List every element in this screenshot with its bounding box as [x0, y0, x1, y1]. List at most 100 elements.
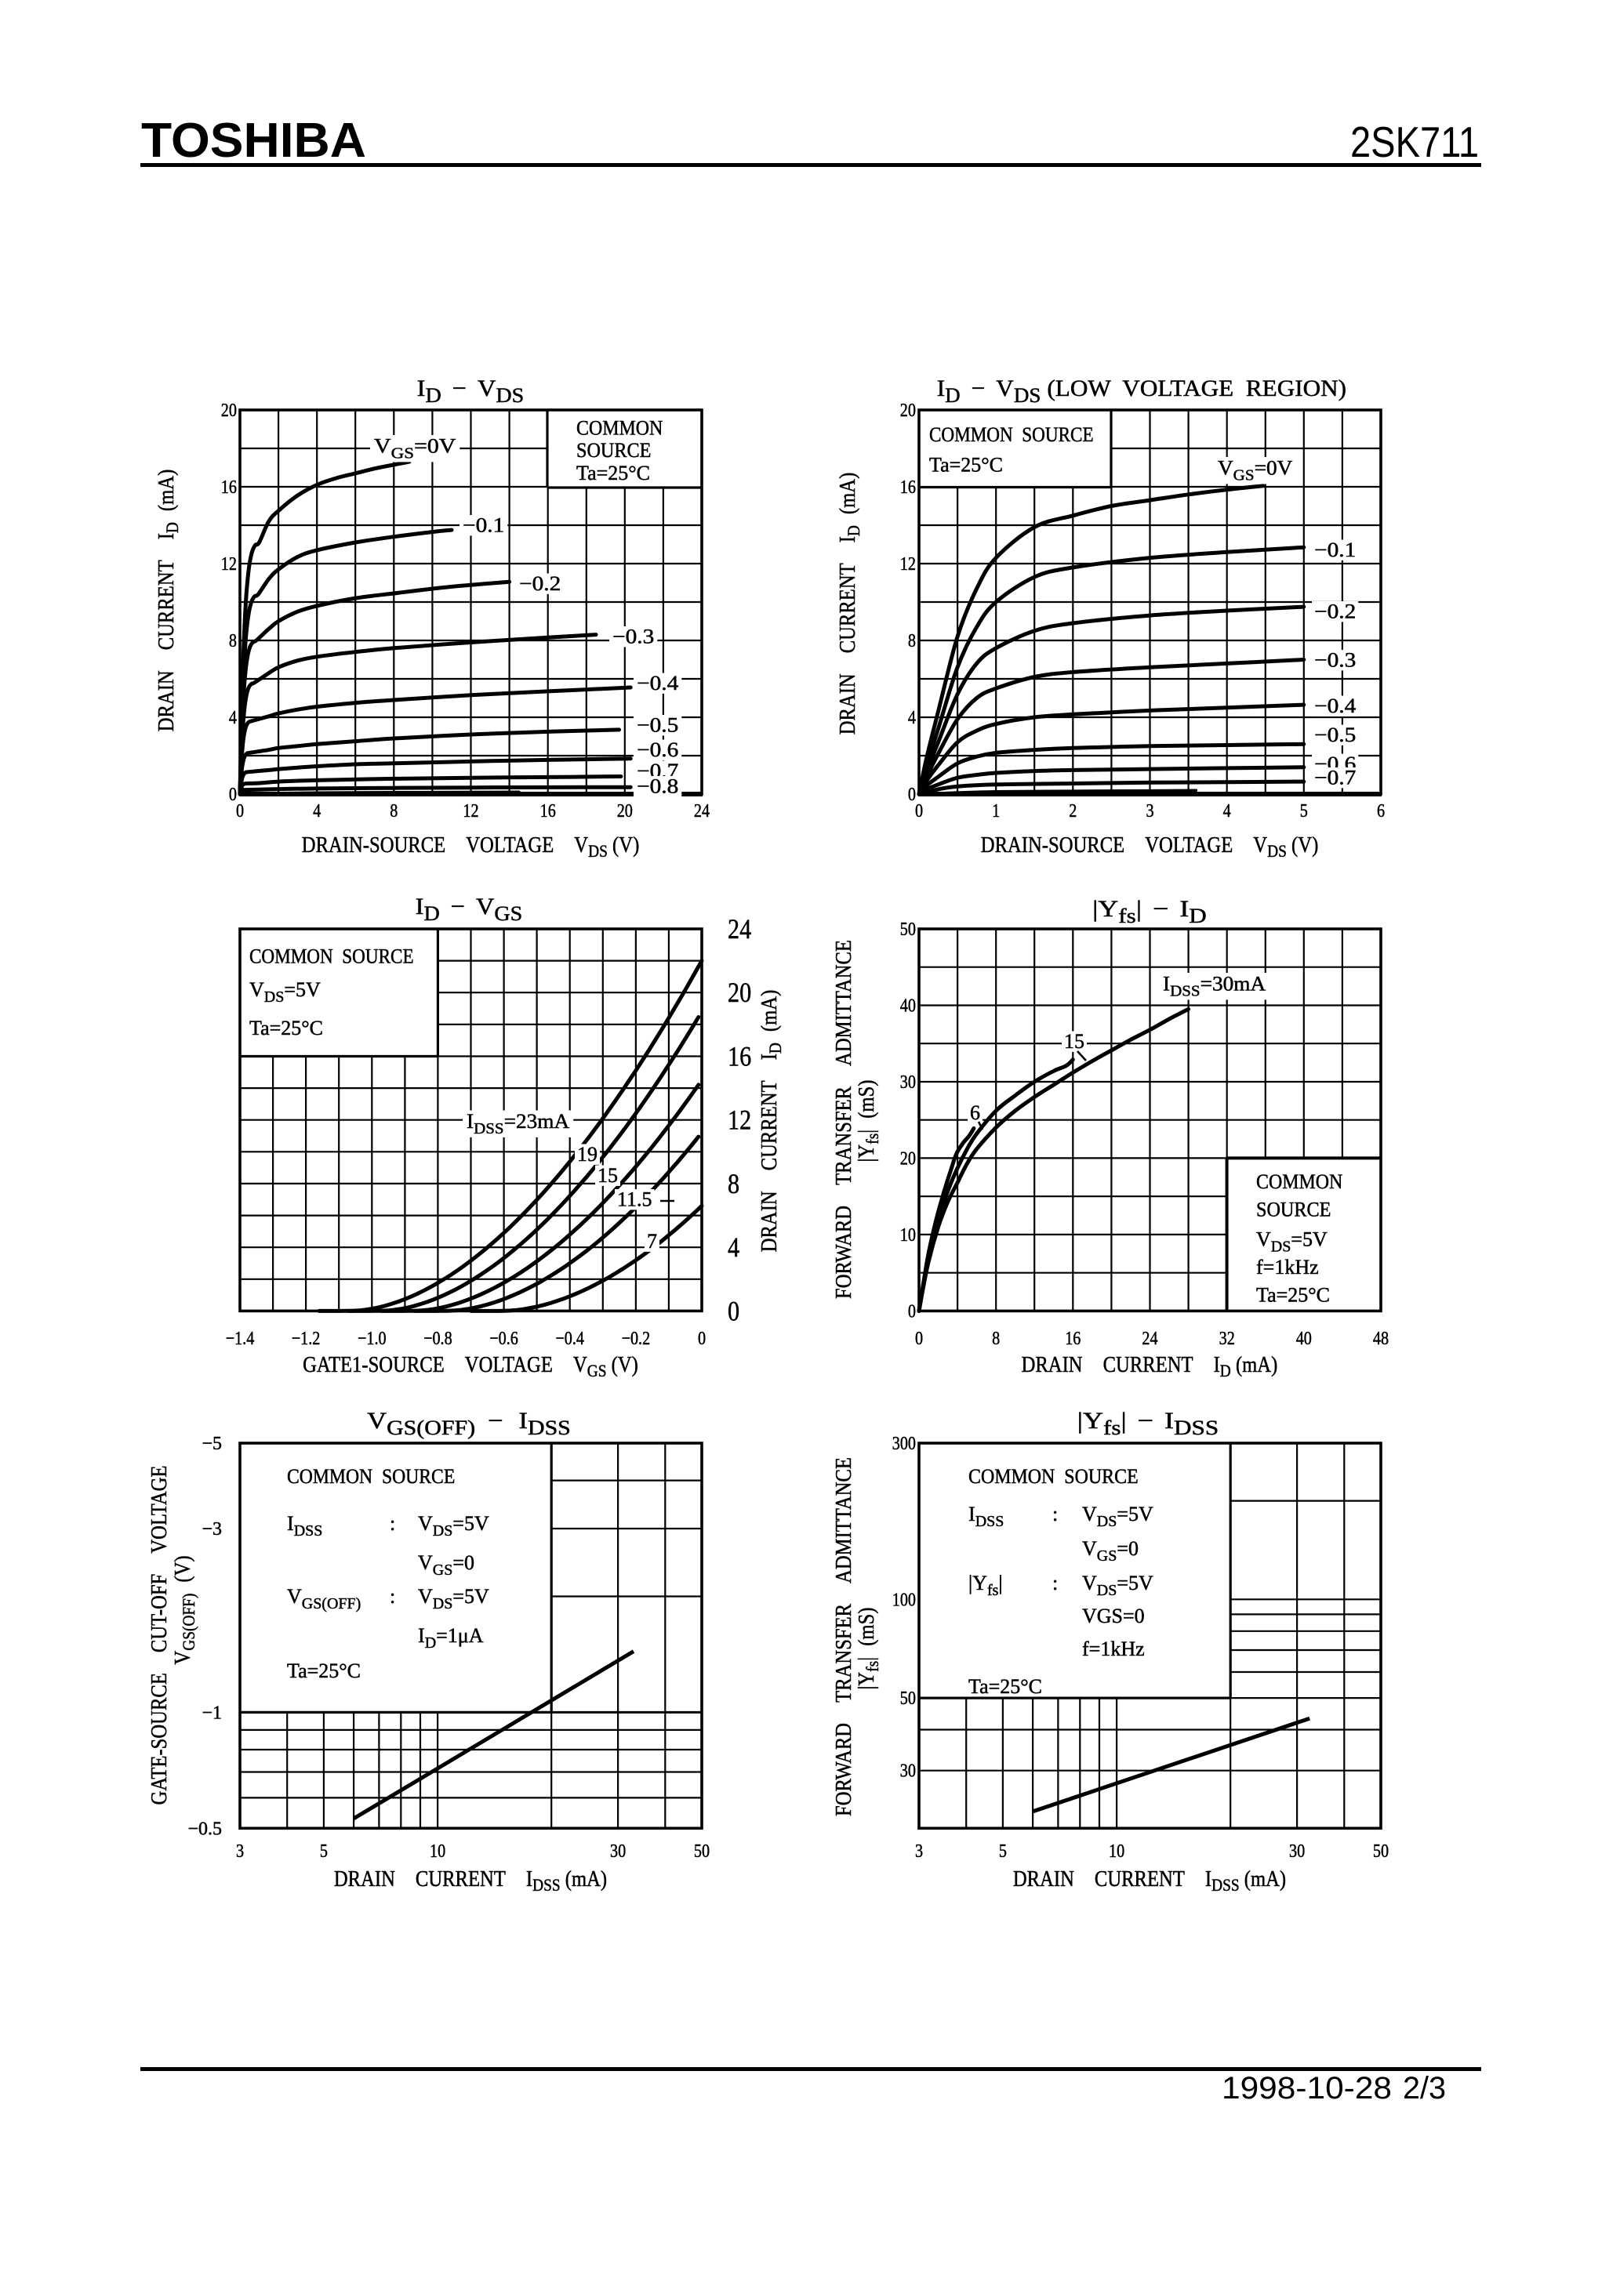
svg-text:GS: GS [179, 1631, 198, 1651]
svg-text:−: − [1153, 896, 1168, 922]
svg-text:DRAIN: DRAIN [1013, 1867, 1074, 1892]
svg-text:−0.3: −0.3 [1314, 649, 1356, 672]
svg-text:GS: GS [433, 1561, 453, 1579]
svg-text:VOLTAGE: VOLTAGE [147, 1466, 172, 1554]
svg-text::: : [1052, 1572, 1058, 1594]
svg-text:fs: fs [1103, 1416, 1121, 1439]
svg-text:4: 4 [1223, 801, 1231, 822]
svg-text:COMMON SOURCE: COMMON SOURCE [968, 1465, 1139, 1488]
svg-text:40: 40 [900, 996, 916, 1017]
svg-text:=0: =0 [1117, 1537, 1139, 1560]
svg-text:SOURCE: SOURCE [1256, 1199, 1331, 1221]
svg-text:−0.6: −0.6 [489, 1329, 518, 1349]
svg-text:V: V [478, 375, 496, 401]
svg-text:(OFF): (OFF) [179, 1594, 198, 1631]
svg-text:(V): (V) [171, 1555, 195, 1582]
svg-text:Ta=25°C: Ta=25°C [249, 1017, 323, 1039]
svg-text:8: 8 [728, 1168, 739, 1199]
svg-text:DRAIN: DRAIN [836, 673, 860, 735]
svg-text:20: 20 [900, 1148, 916, 1169]
svg-text:GS: GS [1233, 467, 1255, 484]
svg-text:DS: DS [1271, 1239, 1291, 1256]
svg-text:6: 6 [1377, 801, 1385, 822]
svg-text:V: V [171, 1651, 195, 1665]
svg-text:32: 32 [1219, 1329, 1235, 1349]
svg-text:=0V: =0V [414, 435, 456, 458]
svg-text:CUT-OFF: CUT-OFF [147, 1574, 172, 1652]
svg-text:0: 0 [229, 785, 237, 805]
svg-text:6: 6 [970, 1101, 980, 1124]
svg-text:−0.8: −0.8 [423, 1329, 452, 1349]
svg-text:DSS: DSS [1174, 1416, 1219, 1439]
svg-text:D: D [424, 902, 440, 925]
svg-text:(mA): (mA) [757, 990, 782, 1032]
svg-text:1: 1 [992, 801, 1000, 822]
svg-text:3: 3 [915, 1841, 923, 1862]
svg-text:−1.4: −1.4 [226, 1329, 255, 1349]
svg-text:30: 30 [900, 1072, 916, 1093]
svg-text:−0.2: −0.2 [519, 572, 561, 595]
svg-text:I: I [937, 375, 945, 401]
svg-text:12: 12 [221, 554, 237, 575]
svg-text:SOURCE: SOURCE [576, 439, 651, 462]
svg-text:CURRENT: CURRENT [1103, 1353, 1193, 1377]
svg-text:DS: DS [1097, 1582, 1117, 1599]
svg-text:DSS: DSS [975, 1513, 1004, 1530]
svg-text:12: 12 [463, 801, 478, 822]
svg-text:50: 50 [900, 919, 916, 940]
svg-text:COMMON SOURCE: COMMON SOURCE [929, 423, 1094, 446]
svg-text:f=1kHz: f=1kHz [1082, 1638, 1145, 1660]
svg-text:24: 24 [1142, 1329, 1157, 1349]
svg-text:16: 16 [221, 477, 237, 498]
svg-text:TRANSFER: TRANSFER [832, 1086, 856, 1185]
svg-text:8: 8 [229, 631, 237, 651]
svg-text:7: 7 [647, 1230, 657, 1253]
svg-text:I: I [757, 1054, 782, 1060]
svg-text::: : [1052, 1503, 1058, 1525]
svg-text:DS: DS [1097, 1513, 1117, 1530]
svg-text:COMMON: COMMON [576, 417, 663, 440]
svg-text:D: D [844, 525, 863, 536]
svg-text:GS: GS [494, 902, 522, 925]
svg-text:GS: GS [587, 1361, 607, 1380]
svg-text:fs: fs [987, 1582, 999, 1599]
svg-text:D: D [425, 1634, 436, 1652]
svg-text:V: V [249, 978, 264, 1001]
svg-text:(OFF): (OFF) [416, 1416, 475, 1439]
svg-text:I: I [1205, 1867, 1211, 1892]
svg-text:ADMITTANCE: ADMITTANCE [832, 1457, 856, 1583]
svg-text:D: D [426, 384, 441, 407]
svg-text:|: | [1136, 896, 1142, 922]
svg-text:V: V [1256, 1228, 1271, 1251]
svg-text:V: V [418, 1551, 433, 1574]
svg-text:(mA): (mA) [1231, 1353, 1278, 1377]
svg-text:DRAIN-SOURCE: DRAIN-SOURCE [302, 833, 445, 858]
svg-text:V: V [374, 435, 391, 458]
svg-text:|: | [855, 1657, 879, 1661]
svg-text:5: 5 [320, 1841, 328, 1862]
svg-text:24: 24 [728, 913, 751, 945]
svg-text:V: V [418, 1585, 433, 1608]
svg-text:COMMON SOURCE: COMMON SOURCE [249, 945, 414, 968]
svg-text:|: | [1121, 1408, 1127, 1434]
svg-text:D: D [1220, 1361, 1231, 1380]
svg-text:(mA): (mA) [836, 473, 860, 514]
svg-text:−: − [452, 375, 467, 401]
svg-text:I: I [836, 536, 860, 542]
svg-text:ADMITTANCE: ADMITTANCE [832, 940, 856, 1066]
svg-text:−0.8: −0.8 [637, 775, 678, 798]
svg-text:−1.0: −1.0 [358, 1329, 387, 1349]
svg-text:V: V [1253, 833, 1267, 858]
svg-text:GS: GS [387, 1416, 416, 1439]
svg-text:(V): (V) [608, 833, 639, 858]
svg-text:10: 10 [900, 1225, 916, 1246]
svg-text:D: D [162, 522, 182, 533]
svg-text:I: I [154, 533, 179, 539]
svg-text:I: I [1163, 973, 1170, 996]
svg-text:DSS: DSS [1211, 1875, 1240, 1895]
svg-text:COMMON: COMMON [1256, 1170, 1342, 1193]
svg-text:48: 48 [1373, 1329, 1389, 1349]
svg-text:DS: DS [433, 1595, 453, 1612]
svg-text:DS: DS [264, 988, 285, 1006]
svg-text:=5V: =5V [1117, 1572, 1153, 1594]
